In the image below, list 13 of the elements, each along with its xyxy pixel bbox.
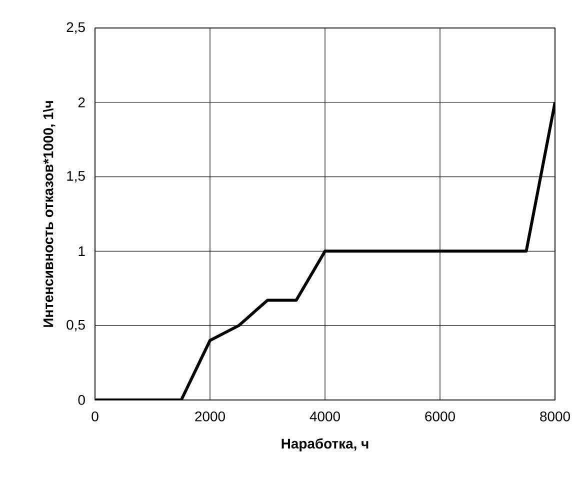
y-tick-label: 2 (78, 98, 85, 108)
y-tick-label: 1 (78, 246, 85, 256)
x-tick-label: 2000 (195, 411, 225, 422)
x-tick-label: 6000 (425, 411, 455, 422)
x-tick-label: 4000 (310, 411, 340, 422)
y-tick-label: 2,5 (66, 22, 85, 34)
y-tick-label: 0,5 (66, 320, 85, 332)
x-axis-title: Наработка, ч (282, 438, 368, 452)
y-axis-title: Интенсивность отказов*1000, 1\ч (42, 101, 56, 327)
y-tick-label: 0 (78, 395, 85, 405)
y-tick-label: 1,5 (67, 171, 85, 182)
x-tick-label: 8000 (540, 411, 570, 422)
x-tick-label: 0 (92, 411, 98, 422)
